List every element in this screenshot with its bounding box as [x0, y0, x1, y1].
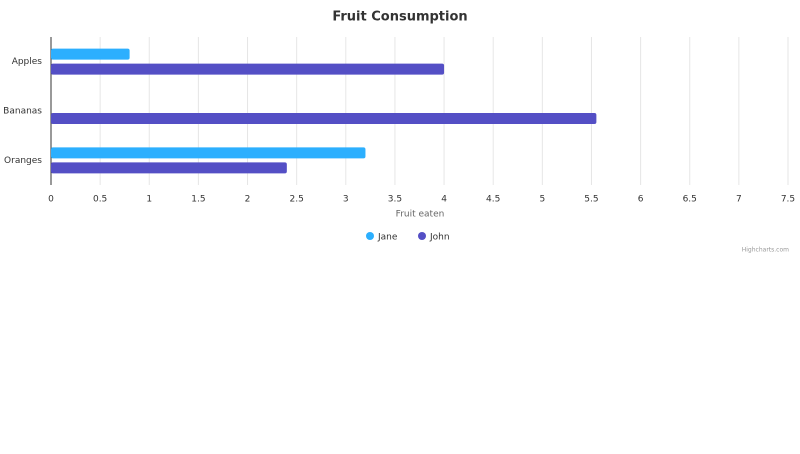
x-tick-label: 4: [441, 195, 447, 205]
x-tick-label: 2: [245, 195, 251, 205]
x-axis-title: Fruit eaten: [396, 210, 445, 220]
x-tick-label: 0: [48, 195, 54, 205]
y-tick-label: Oranges: [4, 156, 42, 166]
x-tick-label: 6.5: [683, 195, 697, 205]
x-tick-label: 5: [539, 195, 545, 205]
bar: [51, 63, 445, 75]
legend-marker: [418, 232, 426, 240]
bar: [51, 147, 366, 159]
bar: [51, 48, 130, 60]
x-tick-label: 2.5: [290, 195, 304, 205]
y-tick-label: Bananas: [3, 107, 42, 117]
legend-label: Jane: [377, 233, 398, 243]
chart-title: Fruit Consumption: [332, 10, 467, 25]
x-tick-label: 4.5: [486, 195, 500, 205]
credits[interactable]: Highcharts.com: [742, 247, 789, 254]
x-tick-label: 3: [343, 195, 349, 205]
x-tick-label: 1.5: [191, 195, 205, 205]
bar: [51, 113, 597, 124]
bar: [51, 162, 287, 174]
x-tick-label: 1: [146, 195, 152, 205]
x-tick-label: 3.5: [388, 195, 402, 205]
legend-label: John: [429, 233, 450, 243]
legend-marker: [366, 232, 374, 240]
y-tick-label: Apples: [12, 57, 43, 67]
x-tick-label: 7.5: [781, 195, 795, 205]
x-tick-label: 5.5: [584, 195, 598, 205]
x-tick-label: 7: [736, 195, 742, 205]
x-tick-label: 6: [638, 195, 644, 205]
x-tick-label: 0.5: [93, 195, 107, 205]
